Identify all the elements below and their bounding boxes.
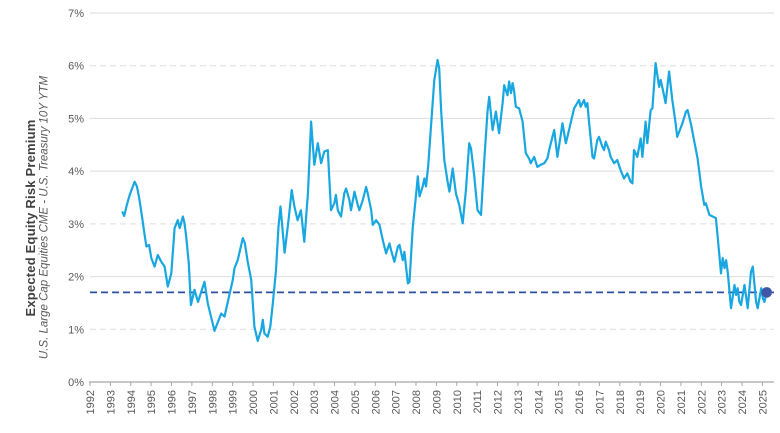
x-tick-label: 2022	[696, 390, 708, 414]
y-tick-label: 1%	[68, 324, 84, 336]
x-tick-label: 1994	[126, 390, 138, 414]
y-tick-label: 5%	[68, 113, 84, 125]
x-tick-label: 2019	[635, 390, 647, 414]
y-tick-label: 0%	[68, 377, 84, 389]
x-tick-label: 2025	[757, 390, 769, 414]
x-tick-label: 2010	[452, 390, 464, 414]
x-tick-label: 2004	[330, 390, 342, 414]
y-tick-label: 7%	[68, 8, 84, 20]
x-tick-label: 2009	[431, 390, 443, 414]
y-tick-label: 4%	[68, 166, 84, 178]
x-tick-label: 2015	[554, 390, 566, 414]
x-tick-label: 2016	[574, 390, 586, 414]
y-tick-label: 3%	[68, 219, 84, 231]
x-tick-label: 2014	[533, 390, 545, 414]
x-tick-label: 1993	[105, 390, 117, 414]
x-tick-label: 2000	[248, 390, 260, 414]
x-tick-label: 2007	[391, 390, 403, 414]
x-tick-label: 1992	[85, 390, 97, 414]
x-tick-label: 1999	[228, 390, 240, 414]
x-tick-label: 2011	[472, 390, 484, 414]
x-tick-label: 2017	[594, 390, 606, 414]
x-tick-label: 2012	[493, 390, 505, 414]
series-line	[121, 58, 768, 342]
x-tick-label: 2023	[717, 390, 729, 414]
x-tick-label: 2001	[268, 390, 280, 414]
x-tick-label: 2013	[513, 390, 525, 414]
x-tick-label: 2006	[370, 390, 382, 414]
x-tick-label: 2020	[656, 390, 668, 414]
x-tick-label: 2021	[676, 390, 688, 414]
x-tick-label: 2005	[350, 390, 362, 414]
x-tick-label: 2003	[309, 390, 321, 414]
x-tick-label: 1998	[207, 390, 219, 414]
x-tick-label: 1995	[146, 390, 158, 414]
y-tick-label: 6%	[68, 61, 84, 73]
x-tick-label: 2018	[615, 390, 627, 414]
end-point-marker	[761, 287, 772, 298]
x-tick-label: 1997	[187, 390, 199, 414]
y-tick-label: 2%	[68, 272, 84, 284]
x-tick-label: 2024	[737, 390, 749, 414]
x-tick-label: 2008	[411, 390, 423, 414]
x-tick-label: 2002	[289, 390, 301, 414]
x-tick-label: 1996	[167, 390, 179, 414]
